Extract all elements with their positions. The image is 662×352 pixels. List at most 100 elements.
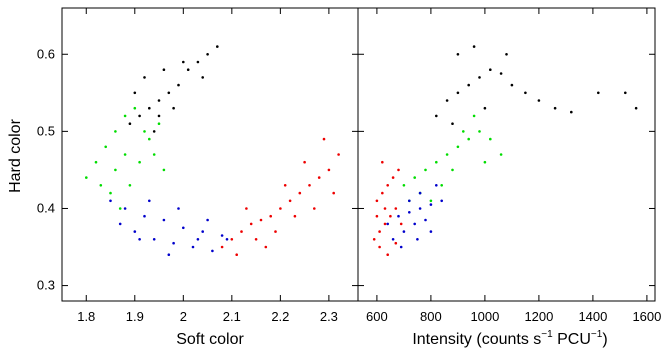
data-point-green	[402, 184, 406, 187]
x-tick-label: 2.3	[320, 309, 338, 324]
x-tick-label: 1400	[578, 309, 607, 324]
intensity-panel: 600 800 1000 1200 1400 1600 Intensity (counts…	[357, 7, 661, 348]
data-point-black	[196, 60, 200, 64]
data-point-blue	[225, 238, 229, 241]
data-point-blue	[182, 226, 185, 230]
data-point-black	[157, 99, 161, 102]
data-point-red	[220, 245, 224, 249]
x-tick-label: 2.1	[223, 309, 241, 324]
xlabel-post: )	[602, 331, 607, 348]
x-tick-label: 1000	[470, 309, 499, 324]
data-point-black	[597, 91, 600, 95]
x-tick-label: 1600	[632, 309, 661, 324]
left-axis-ticks: 1.8 1.9 2 2.1 2.2 2.3 0.3 0.4 0.5 0.6	[37, 8, 358, 324]
data-point-blue	[440, 199, 444, 203]
data-point-red	[298, 191, 302, 195]
data-point-blue	[152, 238, 156, 241]
data-point-blue	[429, 230, 433, 233]
data-point-red	[381, 160, 384, 164]
data-point-black	[451, 122, 454, 125]
data-point-blue	[418, 207, 422, 210]
data-point-blue	[429, 203, 433, 206]
data-point-red	[313, 207, 316, 210]
data-point-red	[245, 207, 248, 210]
data-point-red	[317, 176, 321, 179]
data-point-blue	[424, 218, 427, 222]
data-point-green	[489, 137, 492, 141]
data-point-red	[288, 199, 292, 203]
data-point-red	[327, 168, 331, 172]
xlabel-pre: Intensity (counts s	[412, 331, 541, 348]
data-point-blue	[143, 214, 146, 218]
data-point-red	[391, 176, 395, 179]
data-point-black	[138, 114, 141, 118]
data-point-red	[230, 238, 234, 241]
data-point-green	[148, 137, 151, 141]
left-scatter-points	[85, 45, 340, 256]
data-point-red	[240, 230, 243, 233]
data-point-black	[467, 83, 471, 87]
data-point-green	[467, 137, 471, 141]
x-tick-label: 2	[180, 309, 187, 324]
data-point-red	[389, 214, 392, 218]
data-point-black	[570, 110, 573, 114]
data-point-red	[254, 238, 258, 241]
data-point-blue	[435, 184, 438, 187]
data-point-green	[499, 153, 503, 156]
x-tick-label: 1.9	[126, 309, 144, 324]
data-point-green	[85, 176, 88, 179]
data-point-blue	[196, 238, 200, 241]
data-point-black	[524, 91, 527, 95]
data-point-red	[274, 230, 277, 233]
data-point-green	[472, 114, 476, 118]
right-scatter-points	[372, 45, 638, 256]
data-point-black	[133, 91, 137, 95]
data-point-green	[114, 168, 117, 172]
data-point-red	[386, 184, 390, 187]
data-point-blue	[402, 230, 406, 233]
x-tick-label: 1.8	[77, 309, 95, 324]
right-x-axis-title: Intensity (counts s−1 PCU−1)	[412, 329, 607, 348]
left-plot-frame	[61, 7, 359, 302]
data-point-blue	[399, 245, 403, 249]
data-point-black	[445, 99, 449, 102]
data-point-red	[303, 160, 306, 164]
data-point-blue	[138, 238, 141, 241]
data-point-red	[394, 207, 398, 210]
data-point-blue	[123, 207, 127, 210]
data-point-green	[99, 184, 103, 187]
data-point-green	[118, 207, 122, 210]
data-point-blue	[211, 249, 214, 253]
x-tick-label: 600	[366, 309, 388, 324]
data-point-black	[162, 68, 166, 71]
xlabel-sup2: −1	[591, 329, 603, 340]
data-point-red	[249, 222, 253, 226]
data-point-black	[201, 76, 204, 79]
data-point-black	[435, 114, 438, 118]
data-point-black	[537, 99, 541, 102]
data-point-red	[394, 241, 398, 245]
y-tick-label: 0.3	[37, 278, 55, 293]
data-point-black	[206, 53, 209, 56]
data-point-red	[386, 253, 390, 256]
data-point-black	[553, 106, 557, 110]
data-point-blue	[413, 222, 417, 226]
data-point-black	[456, 53, 460, 56]
data-point-black	[472, 45, 476, 48]
data-point-black	[489, 68, 492, 71]
soft-color-panel: 1.8 1.9 2 2.1 2.2 2.30.30.40.50.6 Soft color …	[7, 7, 359, 348]
y-tick-label: 0.6	[37, 46, 55, 61]
data-point-red	[383, 207, 387, 210]
data-point-red	[378, 245, 381, 249]
data-point-red	[293, 214, 297, 218]
data-point-green	[143, 130, 146, 133]
data-point-blue	[206, 218, 209, 222]
data-point-blue	[201, 230, 204, 233]
data-point-green	[451, 168, 454, 172]
data-point-green	[94, 160, 98, 164]
data-point-red	[269, 214, 273, 218]
data-point-red	[235, 253, 238, 256]
data-point-green	[133, 106, 137, 110]
data-point-blue	[172, 241, 175, 245]
data-point-green	[424, 168, 427, 172]
